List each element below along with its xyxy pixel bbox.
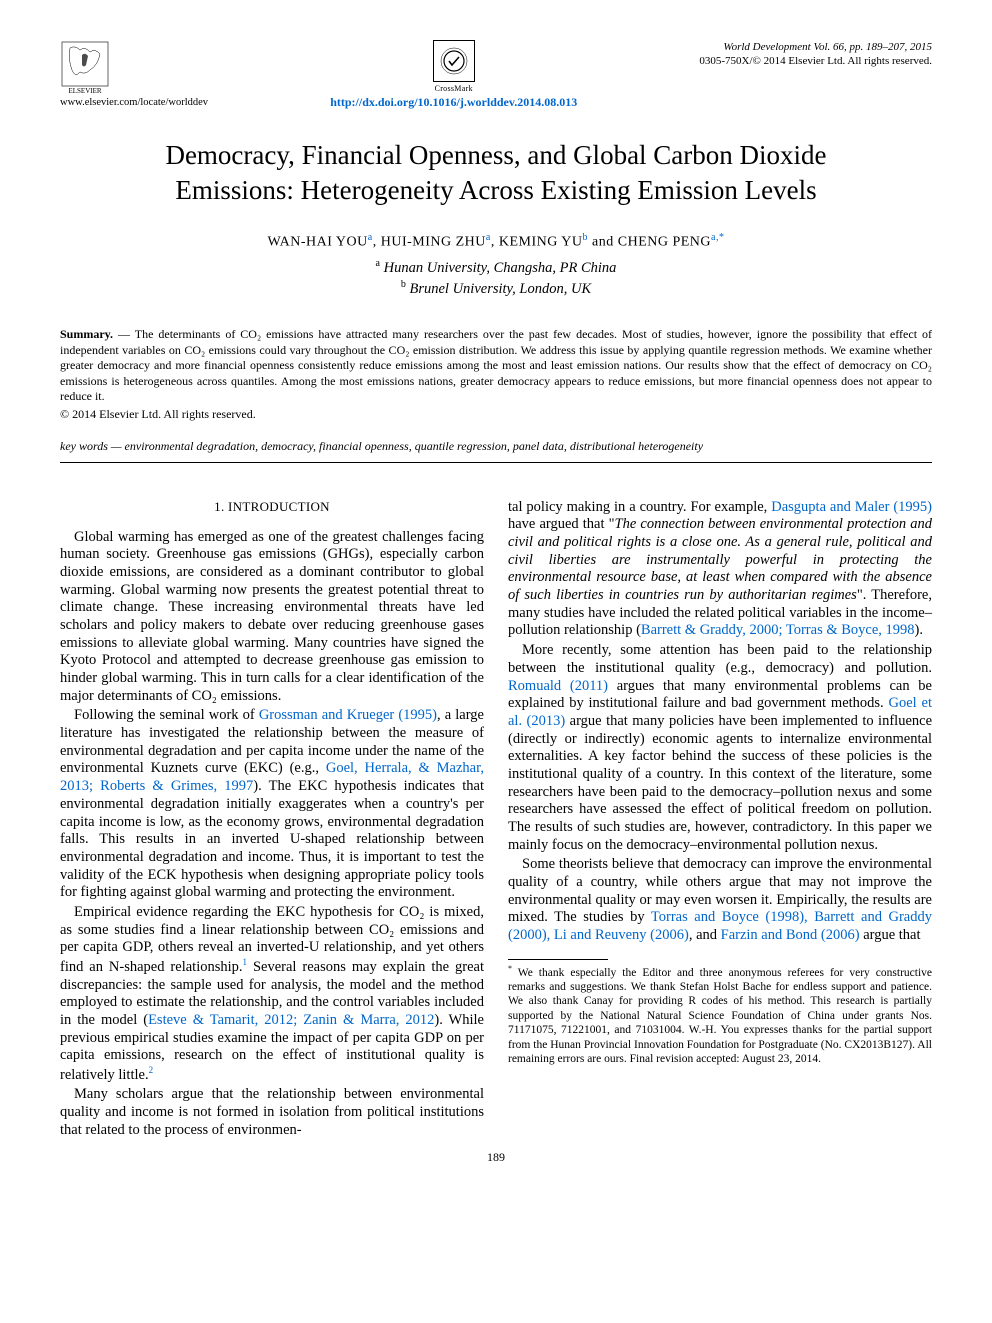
footnote-separator (508, 959, 608, 960)
author-2: HUI-MING ZHU (381, 235, 486, 250)
column-left: 1. INTRODUCTION Global warming has emerg… (60, 499, 484, 1140)
right-para-3: Some theorists believe that democracy ca… (508, 856, 932, 944)
footnote-block: * We thank especially the Editor and thr… (508, 964, 932, 1066)
corresponding-mark[interactable]: * (719, 232, 725, 243)
summary-dash: — (113, 327, 135, 341)
column-right: tal policy making in a country. For exam… (508, 499, 932, 1140)
page-container: ELSEVIER www.elsevier.com/locate/worldde… (0, 0, 992, 1195)
locate-url[interactable]: www.elsevier.com/locate/worlddev (60, 97, 208, 108)
keywords-label: key words — (60, 439, 125, 453)
affiliations: a Hunan University, Changsha, PR China b… (60, 257, 932, 299)
rp2a: More recently, some attention has been p… (508, 642, 932, 676)
journal-citation: World Development Vol. 66, pp. 189–207, … (699, 40, 932, 54)
footnote-mark: * (508, 964, 512, 973)
crossmark-icon[interactable] (433, 40, 475, 82)
author-3-aff: b (583, 232, 589, 243)
keywords-divider (60, 462, 932, 463)
crossmark-label: CrossMark (435, 84, 473, 93)
rp1a: tal policy making in a country. For exam… (508, 499, 771, 515)
section-1-heading: 1. INTRODUCTION (60, 499, 484, 515)
summary-block: Summary. — The determinants of CO₂ emiss… (60, 327, 932, 423)
rp1b: have argued that " (508, 516, 615, 532)
left-para-2: Following the seminal work of Grossman a… (60, 707, 484, 902)
summary-copyright: © 2014 Elsevier Ltd. All rights reserved… (60, 407, 932, 423)
keywords-text: environmental degradation, democracy, fi… (125, 439, 703, 453)
author-1-aff: a (368, 232, 373, 243)
lp2c: ). The EKC hypothesis indicates that env… (60, 778, 484, 900)
title-line2: Emissions: Heterogeneity Across Existing… (175, 175, 816, 205)
elsevier-logo-icon: ELSEVIER (60, 40, 110, 95)
cite-barrett-torras[interactable]: Barrett & Graddy, 2000; Torras & Boyce, … (641, 622, 915, 638)
right-para-2: More recently, some attention has been p… (508, 642, 932, 854)
doi-link[interactable]: http://dx.doi.org/10.1016/j.worlddev.201… (330, 95, 577, 110)
author-4: CHENG PENG (618, 235, 711, 250)
right-para-1: tal policy making in a country. For exam… (508, 499, 932, 641)
journal-copyright: 0305-750X/© 2014 Elsevier Ltd. All right… (699, 54, 932, 68)
svg-text:ELSEVIER: ELSEVIER (68, 87, 101, 95)
cite-dasgupta-maler[interactable]: Dasgupta and Maler (1995) (771, 499, 932, 515)
summary-label: Summary. (60, 327, 113, 341)
left-para-4: Many scholars argue that the relationshi… (60, 1086, 484, 1139)
header-left: ELSEVIER www.elsevier.com/locate/worldde… (60, 40, 208, 108)
keywords-line: key words — environmental degradation, d… (60, 439, 932, 454)
left-para-1: Global warming has emerged as one of the… (60, 529, 484, 706)
author-2-aff: a (486, 232, 491, 243)
left-para-3: Empirical evidence regarding the EKC hyp… (60, 904, 484, 1085)
authors-line: WAN-HAI YOUa, HUI-MING ZHUa, KEMING YUb … (60, 232, 932, 251)
header-row: ELSEVIER www.elsevier.com/locate/worldde… (60, 40, 932, 110)
title-line1: Democracy, Financial Openness, and Globa… (165, 140, 826, 170)
cite-romuald[interactable]: Romuald (2011) (508, 678, 608, 694)
author-3: KEMING YU (499, 235, 583, 250)
cite-farzin-bond[interactable]: Farzin and Bond (2006) (721, 927, 860, 943)
rp1d: ). (915, 622, 923, 638)
lp2a: Following the seminal work of (74, 707, 259, 723)
rp2c: argue that many policies have been imple… (508, 713, 932, 853)
header-center: CrossMark http://dx.doi.org/10.1016/j.wo… (208, 40, 699, 110)
rp3c: argue that (860, 927, 921, 943)
header-right: World Development Vol. 66, pp. 189–207, … (699, 40, 932, 69)
affiliation-a: Hunan University, Changsha, PR China (384, 260, 617, 276)
page-number: 189 (60, 1150, 932, 1165)
article-title: Democracy, Financial Openness, and Globa… (60, 138, 932, 208)
author-4-aff: a, (711, 232, 719, 243)
footnote-text: We thank especially the Editor and three… (508, 967, 932, 1065)
cite-esteve-zanin[interactable]: Esteve & Tamarit, 2012; Zanin & Marra, 2… (148, 1012, 434, 1028)
summary-text: The determinants of CO₂ emissions have a… (60, 327, 932, 403)
footnote-ref-2[interactable]: 2 (149, 1065, 154, 1075)
body-columns: 1. INTRODUCTION Global warming has emerg… (60, 499, 932, 1140)
rp3b: , and (689, 927, 721, 943)
affiliation-b: Brunel University, London, UK (409, 281, 591, 297)
author-1: WAN-HAI YOU (268, 235, 368, 250)
cite-grossman-krueger[interactable]: Grossman and Krueger (1995) (259, 707, 437, 723)
